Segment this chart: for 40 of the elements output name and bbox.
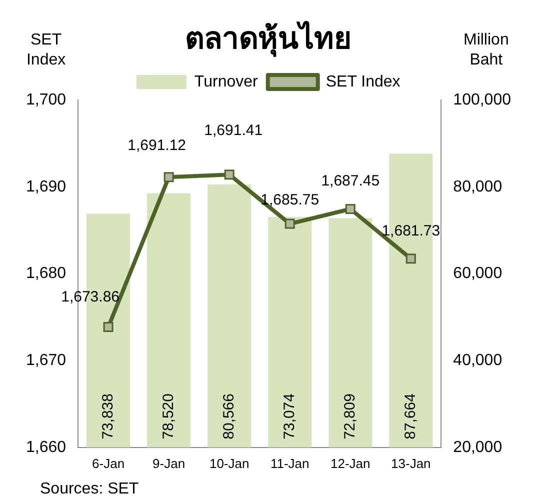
y2-tick-label: 20,000 — [453, 438, 502, 456]
point — [284, 218, 295, 229]
point — [345, 204, 356, 214]
y-tick-label: 1,690 — [26, 178, 66, 196]
data-label: 72,809 — [342, 394, 359, 440]
y-axis-title: SET Index — [26, 31, 66, 68]
data-label: 1,673.86 — [61, 288, 120, 306]
y-tick-label: 1,700 — [26, 91, 66, 108]
y-tick-label: 1,660 — [26, 438, 66, 456]
y-tick-label: 1,680 — [26, 265, 66, 282]
y2-tick-label: 80,000 — [453, 178, 502, 196]
y2-tick-label: 100,000 — [453, 91, 512, 108]
x-tick-label: 13-Jan — [391, 456, 431, 471]
data-label: 80,566 — [220, 394, 238, 440]
x-tick-label: 11-Jan — [270, 456, 310, 471]
data-label: 73,074 — [281, 394, 298, 440]
y2-tick-label: 60,000 — [453, 265, 502, 282]
legend-label: Turnover — [194, 73, 259, 90]
chart-title: ตลาดหุ้นไทย — [185, 20, 352, 58]
source-note: Sources: SET — [40, 480, 139, 498]
point — [224, 170, 234, 180]
point — [164, 172, 174, 182]
point — [103, 322, 114, 332]
data-label: 1,685.75 — [260, 191, 320, 208]
data-label: 87,664 — [402, 394, 420, 440]
data-label: 73,838 — [99, 394, 116, 440]
x-tick-label: 6-Jan — [92, 456, 125, 471]
legend-label: SET Index — [326, 73, 400, 90]
data-label: 1,691.12 — [128, 136, 186, 154]
x-tick-label: 10-Jan — [209, 456, 250, 471]
x-tick-label: 9-Jan — [152, 456, 186, 471]
data-label: 78,520 — [160, 394, 177, 440]
point — [406, 254, 416, 264]
y2-axis-title: Million Baht — [463, 31, 509, 68]
data-label: 1,681.73 — [382, 222, 440, 240]
data-label: 1,687.45 — [321, 172, 380, 190]
x-tick-label: 12-Jan — [330, 456, 370, 471]
y-tick-label: 1,670 — [26, 352, 66, 369]
y2-tick-label: 40,000 — [453, 352, 502, 369]
data-label: 1,691.41 — [204, 122, 263, 140]
